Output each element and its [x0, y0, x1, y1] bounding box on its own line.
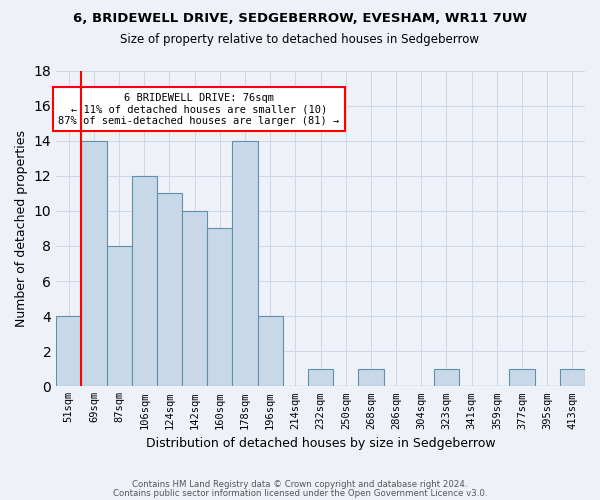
- Bar: [157, 194, 182, 386]
- Text: Contains public sector information licensed under the Open Government Licence v3: Contains public sector information licen…: [113, 488, 487, 498]
- Bar: [132, 176, 157, 386]
- Bar: [358, 369, 383, 386]
- Bar: [509, 369, 535, 386]
- Bar: [232, 140, 257, 386]
- Text: Contains HM Land Registry data © Crown copyright and database right 2024.: Contains HM Land Registry data © Crown c…: [132, 480, 468, 489]
- Bar: [560, 369, 585, 386]
- Text: Size of property relative to detached houses in Sedgeberrow: Size of property relative to detached ho…: [121, 32, 479, 46]
- Text: 6, BRIDEWELL DRIVE, SEDGEBERROW, EVESHAM, WR11 7UW: 6, BRIDEWELL DRIVE, SEDGEBERROW, EVESHAM…: [73, 12, 527, 26]
- Bar: [182, 211, 207, 386]
- Text: 6 BRIDEWELL DRIVE: 76sqm
← 11% of detached houses are smaller (10)
87% of semi-d: 6 BRIDEWELL DRIVE: 76sqm ← 11% of detach…: [58, 92, 340, 126]
- X-axis label: Distribution of detached houses by size in Sedgeberrow: Distribution of detached houses by size …: [146, 437, 496, 450]
- Bar: [257, 316, 283, 386]
- Bar: [56, 316, 82, 386]
- Bar: [82, 140, 107, 386]
- Bar: [207, 228, 232, 386]
- Bar: [434, 369, 459, 386]
- Y-axis label: Number of detached properties: Number of detached properties: [15, 130, 28, 327]
- Bar: [308, 369, 333, 386]
- Bar: [107, 246, 132, 386]
